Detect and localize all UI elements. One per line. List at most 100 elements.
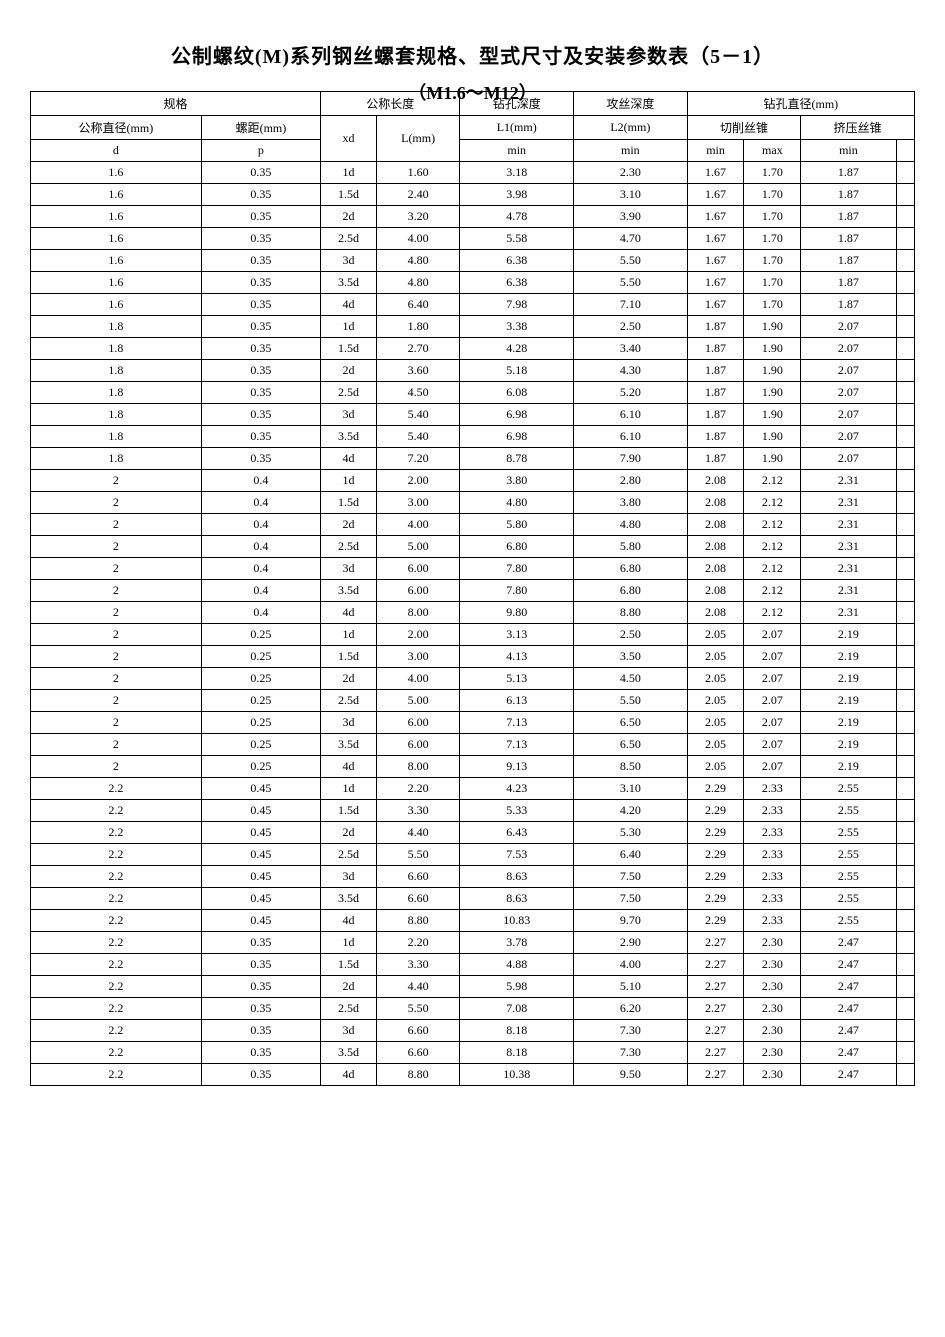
table-cell: 2.05	[687, 756, 744, 778]
table-cell: 2	[31, 756, 202, 778]
table-cell: 1.70	[744, 184, 801, 206]
table-cell: 2.08	[687, 536, 744, 558]
table-cell-blank	[896, 250, 914, 272]
table-cell: 2d	[321, 514, 377, 536]
table-cell: 3d	[321, 558, 377, 580]
table-cell: 4.00	[376, 668, 460, 690]
table-cell: 0.35	[201, 954, 320, 976]
table-row: 1.80.353.5d5.406.986.101.871.902.07	[31, 426, 915, 448]
table-cell: 3.80	[574, 492, 688, 514]
table-cell: 1d	[321, 316, 377, 338]
table-row: 1.80.352d3.605.184.301.871.902.07	[31, 360, 915, 382]
table-cell: 4.40	[376, 976, 460, 998]
table-cell: 1.70	[744, 162, 801, 184]
table-cell: 1.87	[687, 426, 744, 448]
table-cell-blank	[896, 426, 914, 448]
table-cell: 4.80	[460, 492, 574, 514]
table-cell: 3.38	[460, 316, 574, 338]
table-cell: 2.30	[744, 976, 801, 998]
table-row: 20.43d6.007.806.802.082.122.31	[31, 558, 915, 580]
table-cell: 0.25	[201, 668, 320, 690]
table-cell: 1.70	[744, 250, 801, 272]
table-cell: 7.50	[574, 866, 688, 888]
table-cell: 2.30	[574, 162, 688, 184]
table-cell-blank	[896, 998, 914, 1020]
table-cell: 2	[31, 646, 202, 668]
table-cell: 2.19	[801, 624, 896, 646]
table-cell: 2.29	[687, 800, 744, 822]
table-cell: 5.40	[376, 426, 460, 448]
table-row: 20.42.5d5.006.805.802.082.122.31	[31, 536, 915, 558]
table-cell: 4d	[321, 294, 377, 316]
table-cell: 2.07	[744, 668, 801, 690]
table-cell-blank	[896, 712, 914, 734]
table-cell: 2.30	[744, 998, 801, 1020]
table-cell: 0.45	[201, 866, 320, 888]
table-row: 2.20.453.5d6.608.637.502.292.332.55	[31, 888, 915, 910]
table-cell: 2.31	[801, 492, 896, 514]
table-cell: 0.4	[201, 580, 320, 602]
table-cell: 3.5d	[321, 272, 377, 294]
table-cell: 3.00	[376, 646, 460, 668]
table-cell: 6.13	[460, 690, 574, 712]
table-cell: 2.2	[31, 888, 202, 910]
table-cell-blank	[896, 360, 914, 382]
table-cell: 2.07	[744, 624, 801, 646]
table-cell: 2.2	[31, 800, 202, 822]
table-cell: 7.53	[460, 844, 574, 866]
table-cell: 3d	[321, 250, 377, 272]
table-cell: 2.12	[744, 492, 801, 514]
table-cell-blank	[896, 646, 914, 668]
table-cell: 2d	[321, 206, 377, 228]
table-cell: 5.50	[574, 272, 688, 294]
table-cell: 0.35	[201, 272, 320, 294]
table-row: 20.44d8.009.808.802.082.122.31	[31, 602, 915, 624]
table-cell: 6.08	[460, 382, 574, 404]
table-cell: 2d	[321, 976, 377, 998]
table-cell: 2.47	[801, 1064, 896, 1086]
table-cell: 5.50	[376, 998, 460, 1020]
table-cell-blank	[896, 558, 914, 580]
table-cell: 6.60	[376, 888, 460, 910]
table-cell: 2.29	[687, 822, 744, 844]
table-cell: 0.25	[201, 646, 320, 668]
table-cell: 2.19	[801, 690, 896, 712]
table-cell: 3.60	[376, 360, 460, 382]
table-cell: 2.07	[801, 382, 896, 404]
table-cell: 3.90	[574, 206, 688, 228]
header-L1-min: min	[460, 140, 574, 162]
table-cell: 2.05	[687, 734, 744, 756]
table-cell: 0.25	[201, 756, 320, 778]
table-cell: 6.10	[574, 426, 688, 448]
table-cell: 2	[31, 690, 202, 712]
table-cell: 0.35	[201, 1020, 320, 1042]
table-row: 1.60.353.5d4.806.385.501.671.701.87	[31, 272, 915, 294]
table-cell: 2.33	[744, 800, 801, 822]
table-cell: 7.80	[460, 580, 574, 602]
header-L2-min: min	[574, 140, 688, 162]
table-cell: 2.2	[31, 844, 202, 866]
table-cell: 1.67	[687, 294, 744, 316]
table-cell: 4.50	[376, 382, 460, 404]
table-cell: 4.80	[376, 250, 460, 272]
table-cell: 2.2	[31, 778, 202, 800]
table-cell: 2.27	[687, 998, 744, 1020]
table-cell: 1.67	[687, 272, 744, 294]
header-extrusion-tap: 挤压丝锥	[801, 116, 915, 140]
table-cell: 1.8	[31, 316, 202, 338]
table-cell-blank	[896, 734, 914, 756]
table-cell: 2.00	[376, 470, 460, 492]
table-cell: 1.87	[801, 294, 896, 316]
table-row: 20.253d6.007.136.502.052.072.19	[31, 712, 915, 734]
table-cell: 2.55	[801, 822, 896, 844]
table-cell: 1.5d	[321, 338, 377, 360]
table-row: 2.20.353.5d6.608.187.302.272.302.47	[31, 1042, 915, 1064]
table-row: 2.20.453d6.608.637.502.292.332.55	[31, 866, 915, 888]
table-cell: 2.2	[31, 1020, 202, 1042]
table-cell: 0.4	[201, 536, 320, 558]
table-row: 1.60.354d6.407.987.101.671.701.87	[31, 294, 915, 316]
table-cell: 9.50	[574, 1064, 688, 1086]
header-ext-min: min	[801, 140, 896, 162]
table-cell: 2.33	[744, 822, 801, 844]
table-row: 2.20.353d6.608.187.302.272.302.47	[31, 1020, 915, 1042]
